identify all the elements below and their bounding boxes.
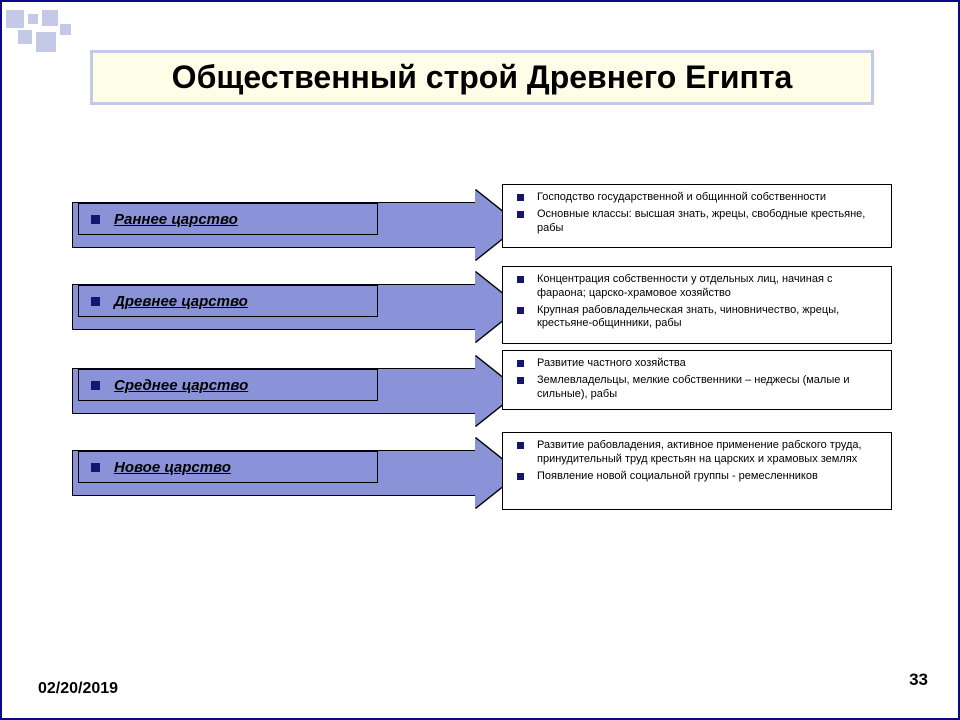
period-box: Среднее царство bbox=[78, 369, 378, 401]
period-label: Новое царство bbox=[114, 459, 231, 476]
bullet-icon bbox=[91, 297, 100, 306]
footer-date: 02/20/2019 bbox=[38, 680, 118, 698]
slide-title: Общественный строй Древнего Египта bbox=[103, 59, 861, 96]
bullet-icon bbox=[91, 215, 100, 224]
period-label: Древнее царство bbox=[114, 293, 248, 310]
description-item: Развитие рабовладения, активное применен… bbox=[523, 439, 883, 467]
period-label: Раннее царство bbox=[114, 211, 238, 228]
period-box: Новое царство bbox=[78, 451, 378, 483]
period-label: Среднее царство bbox=[114, 377, 248, 394]
footer-page-number: 33 bbox=[909, 670, 928, 690]
description-item: Землевладельцы, мелкие собственники – не… bbox=[523, 374, 883, 402]
description-item: Господство государственной и общинной со… bbox=[523, 191, 883, 205]
description-item: Крупная рабовладельческая знать, чиновни… bbox=[523, 304, 883, 332]
period-box: Древнее царство bbox=[78, 285, 378, 317]
bullet-icon bbox=[91, 381, 100, 390]
description-box: Концентрация собственности у отдельных л… bbox=[502, 266, 892, 344]
diagram-row: Новое царство Развитие рабовладения, акти… bbox=[72, 432, 892, 516]
description-item: Развитие частного хозяйства bbox=[523, 357, 883, 371]
description-box: Господство государственной и общинной со… bbox=[502, 184, 892, 248]
bullet-icon bbox=[91, 463, 100, 472]
description-item: Концентрация собственности у отдельных л… bbox=[523, 273, 883, 301]
description-box: Развитие частного хозяйства Землевладельц… bbox=[502, 350, 892, 410]
diagram-row: Древнее царство Концентрация собственност… bbox=[72, 266, 892, 350]
diagram-row: Раннее царство Господство государственной… bbox=[72, 184, 892, 266]
slide-title-box: Общественный строй Древнего Египта bbox=[90, 50, 874, 105]
description-box: Развитие рабовладения, активное применен… bbox=[502, 432, 892, 510]
period-box: Раннее царство bbox=[78, 203, 378, 235]
decorative-squares bbox=[6, 10, 96, 50]
diagram-row: Среднее царство Развитие частного хозяйст… bbox=[72, 350, 892, 432]
description-item: Появление новой социальной группы - реме… bbox=[523, 470, 883, 484]
description-item: Основные классы: высшая знать, жрецы, св… bbox=[523, 208, 883, 236]
diagram-rows: Раннее царство Господство государственной… bbox=[72, 184, 892, 516]
